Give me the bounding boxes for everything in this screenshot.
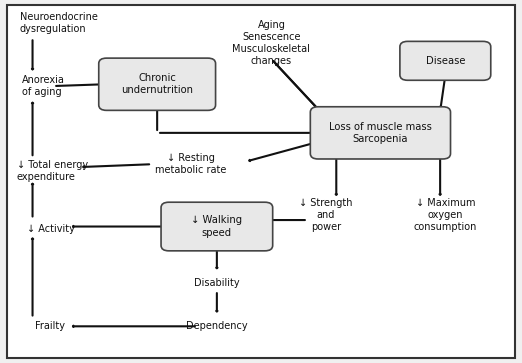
Text: ↓ Total energy
expenditure: ↓ Total energy expenditure [17, 160, 88, 182]
Text: Frailty: Frailty [35, 321, 65, 331]
Text: Dependency: Dependency [186, 321, 247, 331]
Text: ↓ Resting
metabolic rate: ↓ Resting metabolic rate [155, 153, 227, 175]
Text: ↓ Maximum
oxygen
consumption: ↓ Maximum oxygen consumption [413, 197, 477, 232]
Text: Chronic
undernutrition: Chronic undernutrition [121, 73, 193, 95]
FancyBboxPatch shape [400, 41, 491, 80]
FancyBboxPatch shape [99, 58, 216, 110]
Text: Aging
Senescence
Musculoskeletal
changes: Aging Senescence Musculoskeletal changes [232, 20, 310, 66]
FancyBboxPatch shape [161, 202, 272, 251]
FancyBboxPatch shape [7, 5, 515, 358]
Text: ↓ Activity: ↓ Activity [27, 224, 75, 234]
FancyBboxPatch shape [310, 107, 450, 159]
Text: ↓ Strength
and
power: ↓ Strength and power [299, 197, 353, 232]
Text: Neuroendocrine
dysregulation: Neuroendocrine dysregulation [19, 12, 98, 34]
Text: Disability: Disability [194, 278, 240, 288]
Text: Disease: Disease [425, 56, 465, 66]
Text: Loss of muscle mass
Sarcopenia: Loss of muscle mass Sarcopenia [329, 122, 432, 144]
Text: Anorexia
of aging: Anorexia of aging [22, 75, 65, 97]
Text: ↓ Walking
speed: ↓ Walking speed [191, 215, 242, 238]
